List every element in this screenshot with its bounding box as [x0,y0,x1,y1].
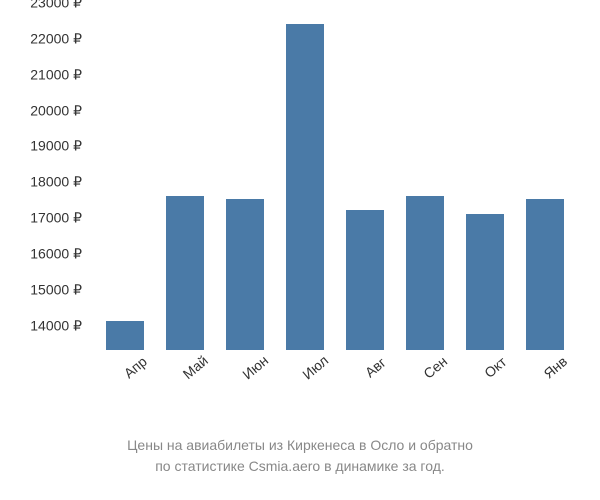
bars-group [90,20,580,350]
y-tick-label: 23000 ₽ [30,0,82,12]
plot-area [90,20,580,350]
bar [526,199,564,350]
caption-line-2: по статистике Csmia.aero в динамике за г… [10,456,590,477]
x-tick-label: Авг [350,343,411,406]
y-tick-label: 21000 ₽ [30,66,82,83]
price-chart: 14000 ₽ 15000 ₽ 16000 ₽ 17000 ₽ 18000 ₽ 19000… [10,10,590,430]
y-tick-label: 18000 ₽ [30,174,82,191]
y-tick-label: 16000 ₽ [30,246,82,263]
x-tick-label: Сен [410,343,471,406]
x-tick-label: Июн [230,343,291,406]
bar [226,199,264,350]
y-tick-label: 20000 ₽ [30,102,82,119]
x-tick-label: Апр [110,343,171,406]
y-tick-label: 17000 ₽ [30,210,82,227]
y-tick-label: 19000 ₽ [30,138,82,155]
x-tick-label: Окт [470,343,531,406]
caption-line-1: Цены на авиабилеты из Киркенеса в Осло и… [10,435,590,456]
bar [286,24,324,350]
y-axis: 14000 ₽ 15000 ₽ 16000 ₽ 17000 ₽ 18000 ₽ 19000… [10,20,90,350]
bar [166,196,204,350]
bar [466,214,504,350]
y-tick-label: 15000 ₽ [30,281,82,298]
x-tick-label: Янв [530,343,591,406]
x-axis: АпрМайИюнИюлАвгСенОктЯнв [90,355,580,405]
y-tick-label: 14000 ₽ [30,317,82,334]
x-tick-label: Июл [290,343,351,406]
x-tick-label: Май [170,343,231,406]
bar [346,210,384,350]
y-tick-label: 22000 ₽ [30,30,82,47]
bar [406,196,444,350]
chart-caption: Цены на авиабилеты из Киркенеса в Осло и… [10,435,590,477]
